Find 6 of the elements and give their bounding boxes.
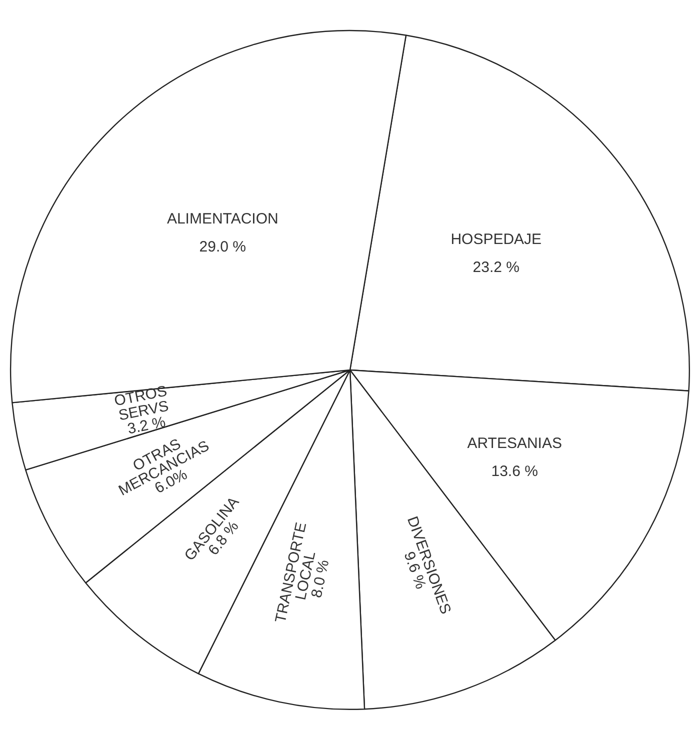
slice-label: HOSPEDAJE (450, 230, 542, 248)
data-label: 29.0 % (199, 238, 246, 256)
slice-label: ALIMENTACION (166, 210, 278, 228)
slice-label: ARTESANIAS (467, 435, 562, 452)
data-label: 23.2 % (472, 258, 520, 276)
data-label: 13.6 % (491, 463, 538, 480)
